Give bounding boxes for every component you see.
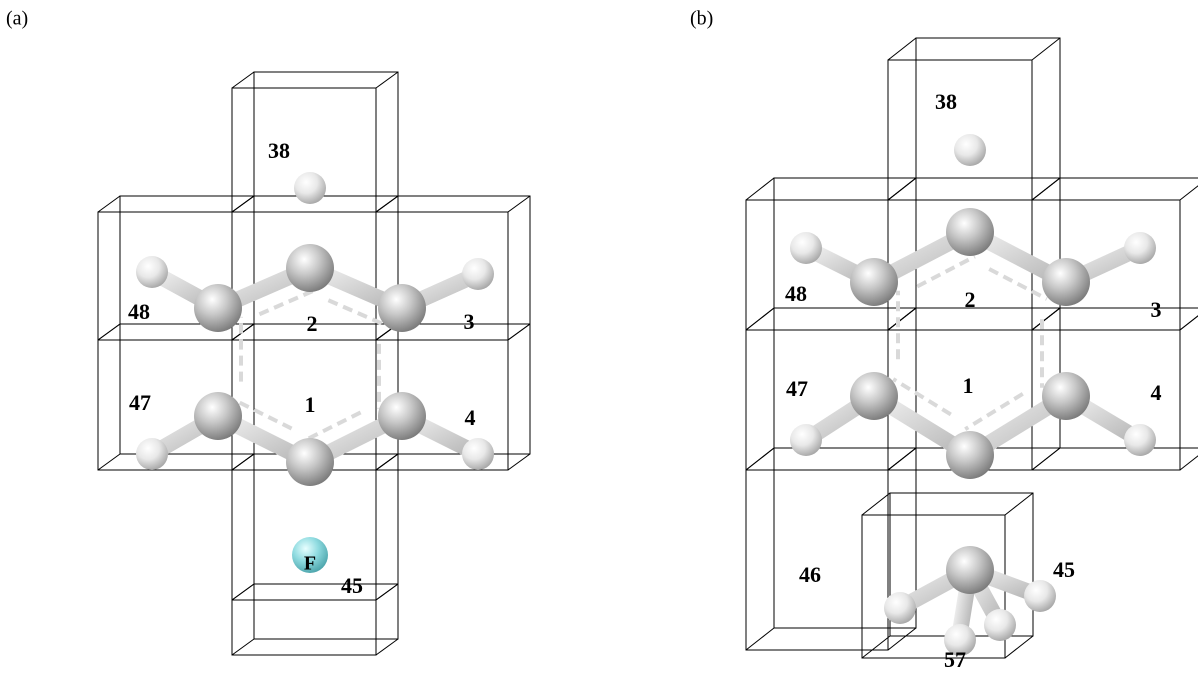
box-front [888, 60, 1032, 200]
atom [378, 392, 426, 440]
box-edge [1180, 448, 1198, 470]
atom [946, 431, 994, 479]
box-edge [888, 178, 916, 200]
box-edge [98, 196, 120, 212]
figure: F (a) (b) 38 48 2 3 47 1 4 45 38 48 2 3 … [0, 0, 1198, 675]
atom [790, 424, 822, 456]
box-edge [862, 636, 890, 658]
box-edge [376, 639, 398, 655]
panel-label: (a) [6, 8, 28, 30]
atom [884, 592, 916, 624]
atom [294, 172, 326, 204]
box-edge [508, 324, 530, 340]
box-edge [862, 493, 890, 515]
atom [1042, 258, 1090, 306]
atom [790, 232, 822, 264]
atom [194, 392, 242, 440]
atom [946, 208, 994, 256]
atom [378, 284, 426, 332]
box-edge [376, 196, 398, 212]
box-edge [1005, 493, 1033, 515]
box-front [746, 470, 888, 650]
cell-label: 45 [1053, 557, 1075, 582]
box-edge [746, 178, 774, 200]
box-edge [1180, 308, 1198, 330]
cell-label: 48 [128, 299, 150, 324]
box-edge [232, 584, 254, 600]
box-back [398, 324, 530, 454]
atom [1124, 232, 1156, 264]
cell-label: 47 [129, 390, 151, 415]
cell-label: 48 [785, 281, 807, 306]
box-edge [98, 454, 120, 470]
atom [850, 372, 898, 420]
atom [1124, 424, 1156, 456]
box-edge [888, 308, 916, 330]
atom [850, 258, 898, 306]
cell-label: 45 [341, 573, 363, 598]
atom-label: F [304, 553, 316, 575]
box-edge [1005, 636, 1033, 658]
box-edge [888, 628, 916, 650]
box-edge [508, 454, 530, 470]
box-edge [232, 639, 254, 655]
cell-label: 3 [1151, 297, 1162, 322]
atom [1024, 580, 1056, 612]
box-edge [98, 324, 120, 340]
cell-label: 1 [305, 392, 316, 417]
box-edge [1032, 448, 1060, 470]
cell-label: 4 [465, 405, 476, 430]
box-edge [1032, 38, 1060, 60]
box-edge [1180, 178, 1198, 200]
atom [286, 244, 334, 292]
cell-label: 4 [1151, 380, 1162, 405]
grid-boxes [98, 38, 1198, 658]
box-edge [232, 72, 254, 88]
box-edge [376, 72, 398, 88]
cell-label: 46 [799, 562, 821, 587]
cell-label: 38 [268, 138, 290, 163]
atom [136, 256, 168, 288]
atom [462, 258, 494, 290]
atom [194, 284, 242, 332]
box-edge [746, 308, 774, 330]
cell-labels-a: 38 48 2 3 47 1 4 45 [128, 138, 476, 598]
box-edge [232, 454, 254, 470]
atom [984, 609, 1016, 641]
atom [1042, 372, 1090, 420]
atom [954, 134, 986, 166]
cell-label: 47 [786, 376, 808, 401]
panel-label: (b) [690, 8, 713, 30]
box-edge [888, 38, 916, 60]
box-edge [1180, 308, 1198, 330]
cell-label: 2 [965, 287, 976, 312]
atom [136, 438, 168, 470]
cell-label: 1 [963, 373, 974, 398]
box-edge [888, 448, 916, 470]
box-edge [376, 454, 398, 470]
box-edge [232, 196, 254, 212]
box-edge [746, 628, 774, 650]
atom [462, 438, 494, 470]
cell-label: 38 [935, 89, 957, 114]
cell-label: 57 [944, 647, 966, 672]
box-edge [746, 448, 774, 470]
box-edge [1032, 178, 1060, 200]
atom [946, 546, 994, 594]
box-edge [508, 196, 530, 212]
box-edge [376, 584, 398, 600]
atom [286, 438, 334, 486]
cell-label: 2 [307, 311, 318, 336]
cell-label: 3 [464, 309, 475, 334]
box-edge [1032, 308, 1060, 330]
